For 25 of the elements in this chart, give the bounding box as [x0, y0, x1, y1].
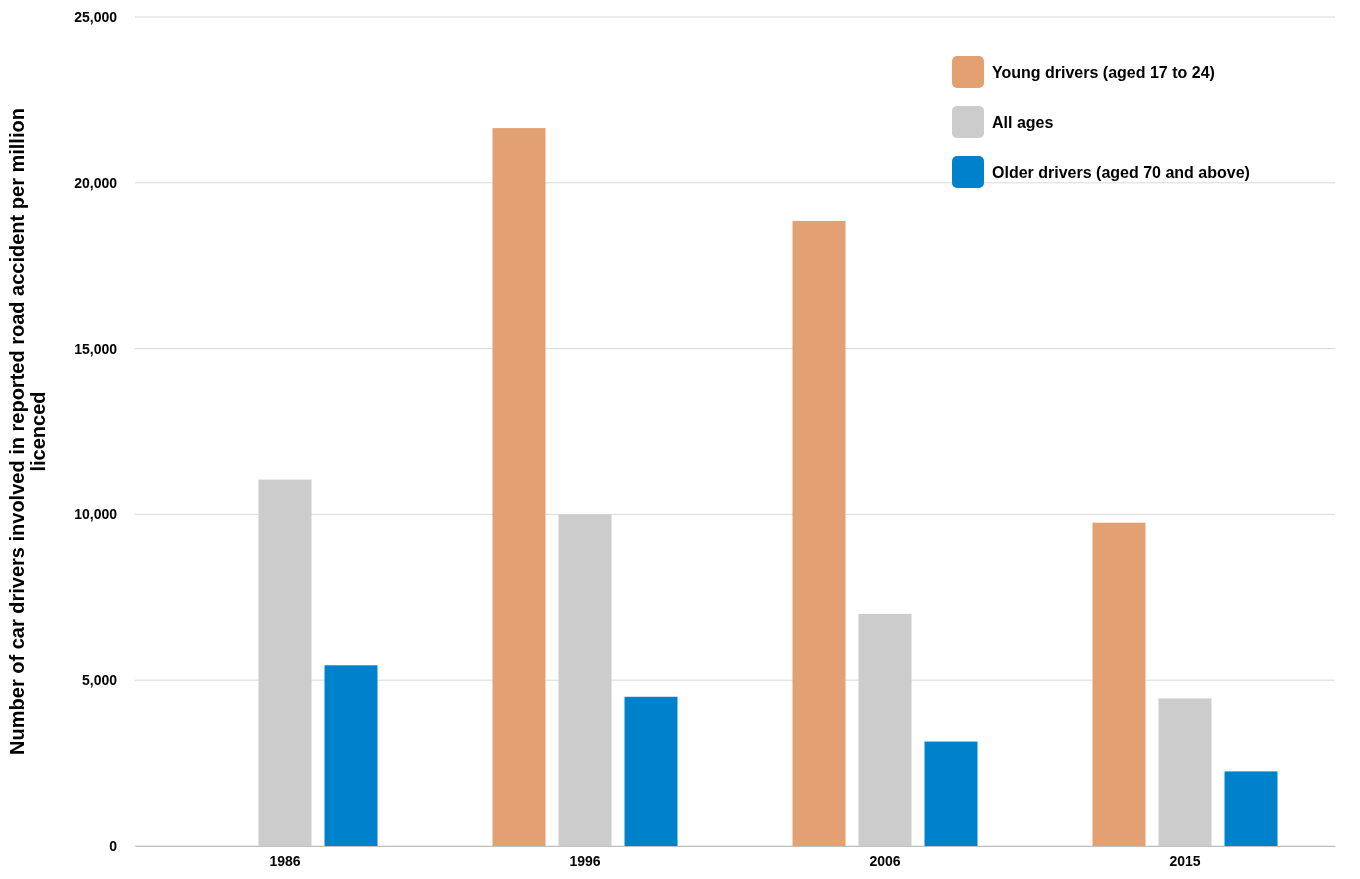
bar [624, 696, 678, 846]
x-tick-label: 1996 [569, 852, 601, 869]
y-tick-label: 0 [109, 837, 118, 854]
bar [1224, 771, 1278, 846]
y-tick-label: 25,000 [74, 8, 118, 25]
x-tick-label: 2015 [1169, 852, 1201, 869]
bar [924, 741, 978, 846]
bar [258, 479, 312, 846]
x-tick-label: 1986 [269, 852, 301, 869]
legend-label: All ages [992, 114, 1054, 131]
bar [492, 128, 546, 846]
x-tick-label: 2006 [869, 852, 901, 869]
bar [1092, 522, 1146, 846]
bar [1158, 698, 1212, 846]
y-axis-title: Number of car drivers involved in reported road accident per million licenced [6, 108, 49, 755]
bar [324, 665, 378, 846]
y-tick-label: 10,000 [74, 506, 118, 523]
bar [558, 514, 612, 846]
bar [858, 613, 912, 846]
legend-label: Young drivers (aged 17 to 24) [992, 64, 1215, 81]
bar [792, 220, 846, 846]
legend-label: Older drivers (aged 70 and above) [992, 164, 1250, 181]
y-tick-label: 20,000 [74, 174, 118, 191]
y-tick-label: 15,000 [74, 340, 118, 357]
y-tick-label: 5,000 [81, 672, 118, 689]
